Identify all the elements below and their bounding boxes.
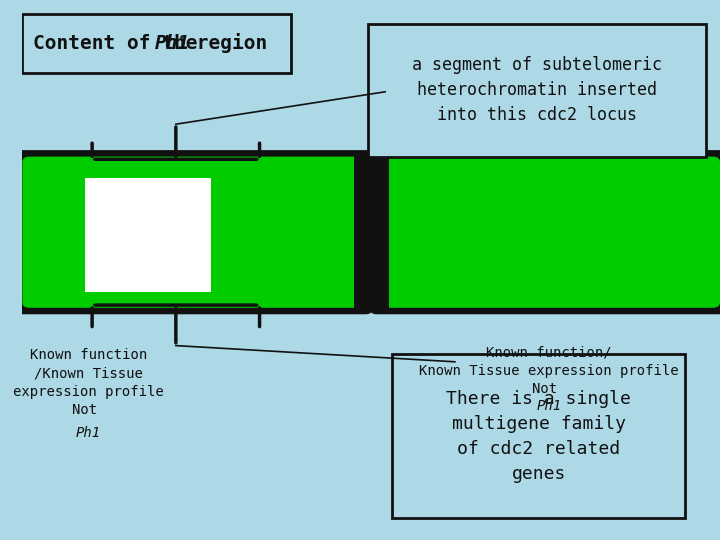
- Text: Ph1: Ph1: [155, 33, 190, 53]
- Text: Ph1: Ph1: [536, 399, 562, 413]
- FancyBboxPatch shape: [22, 14, 291, 73]
- Text: a segment of subtelomeric
heterochromatin inserted
into this cdc2 locus: a segment of subtelomeric heterochromati…: [412, 57, 662, 124]
- FancyBboxPatch shape: [392, 354, 685, 518]
- FancyBboxPatch shape: [378, 157, 720, 308]
- Text: Ph1: Ph1: [76, 426, 102, 440]
- Bar: [85, 178, 211, 292]
- Text: Content of the: Content of the: [33, 33, 209, 53]
- FancyBboxPatch shape: [368, 24, 706, 157]
- Bar: [354, 156, 389, 309]
- FancyBboxPatch shape: [370, 150, 720, 314]
- Text: There is a single
multigene family
of cdc2 related
genes: There is a single multigene family of cd…: [446, 389, 631, 483]
- Text: region: region: [185, 33, 267, 53]
- FancyBboxPatch shape: [22, 157, 364, 308]
- FancyBboxPatch shape: [14, 150, 372, 314]
- Text: Known function/
Known Tissue expression profile
Not: Known function/ Known Tissue expression …: [419, 346, 679, 396]
- Text: Known function
/Known Tissue
expression profile
Not: Known function /Known Tissue expression …: [13, 348, 164, 417]
